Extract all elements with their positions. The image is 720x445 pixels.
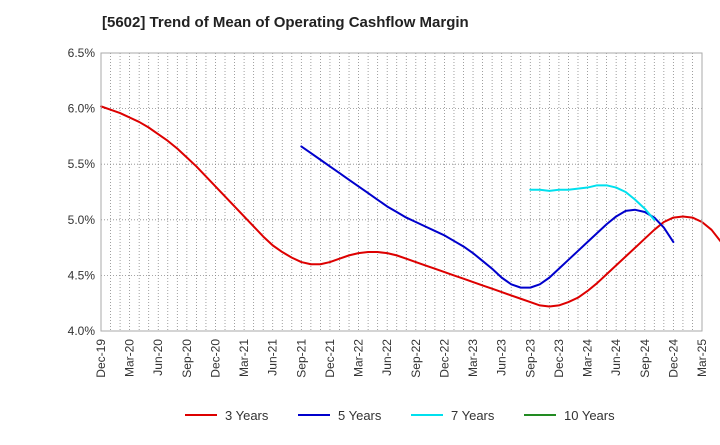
x-tick-label: Dec-20 — [208, 339, 222, 378]
x-tick-label: Sep-20 — [180, 339, 194, 378]
chart-title: [5602] Trend of Mean of Operating Cashfl… — [102, 14, 469, 31]
legend-label-3-years: 3 Years — [225, 408, 269, 423]
x-tick-label: Jun-20 — [151, 339, 165, 376]
grid — [101, 52, 702, 332]
y-tick-label: 5.5% — [68, 157, 96, 171]
y-tick-label: 4.0% — [68, 324, 96, 338]
series-line-3-years — [100, 105, 720, 308]
x-tick-label: Jun-23 — [495, 339, 509, 376]
x-tick-label: Jun-21 — [266, 339, 280, 376]
legend-label-5-years: 5 Years — [338, 408, 382, 423]
x-tick-label: Dec-24 — [666, 339, 680, 378]
y-tick-label: 6.5% — [68, 46, 96, 60]
y-tick-label: 6.0% — [68, 102, 96, 116]
x-tick-label: Mar-21 — [237, 339, 251, 377]
x-tick-label: Mar-25 — [695, 339, 709, 377]
axes: 4.0% 4.5% 5.0% 5.5% 6.0% 6.5% Dec-19 Mar-20 Jun-… — [68, 46, 709, 378]
x-tick-label: Jun-22 — [380, 339, 394, 376]
x-tick-label: Mar-20 — [123, 339, 137, 377]
x-tick-label: Sep-21 — [294, 339, 308, 378]
y-tick-label: 4.5% — [68, 268, 96, 282]
series-line-5-years — [300, 145, 675, 289]
x-tick-label: Mar-22 — [352, 339, 366, 377]
x-tick-label: Dec-23 — [552, 339, 566, 378]
x-tick-label: Sep-22 — [409, 339, 423, 378]
plot-series — [100, 105, 720, 308]
series-line-7-years — [529, 184, 656, 221]
x-tick-label: Dec-22 — [437, 339, 451, 378]
y-tick-label: 5.0% — [68, 213, 96, 227]
plot-frame — [100, 52, 703, 332]
legend-label-10-years: 10 Years — [564, 408, 615, 423]
x-tick-label: Jun-24 — [609, 339, 623, 376]
x-tick-label: Mar-24 — [581, 339, 595, 377]
x-tick-label: Dec-21 — [323, 339, 337, 378]
x-tick-label: Sep-24 — [638, 339, 652, 378]
x-tick-label: Sep-23 — [523, 339, 537, 378]
x-tick-label: Mar-23 — [466, 339, 480, 377]
legend-label-7-years: 7 Years — [451, 408, 495, 423]
legend: 3 Years 5 Years 7 Years 10 Years — [185, 408, 615, 423]
x-tick-label: Dec-19 — [94, 339, 108, 378]
